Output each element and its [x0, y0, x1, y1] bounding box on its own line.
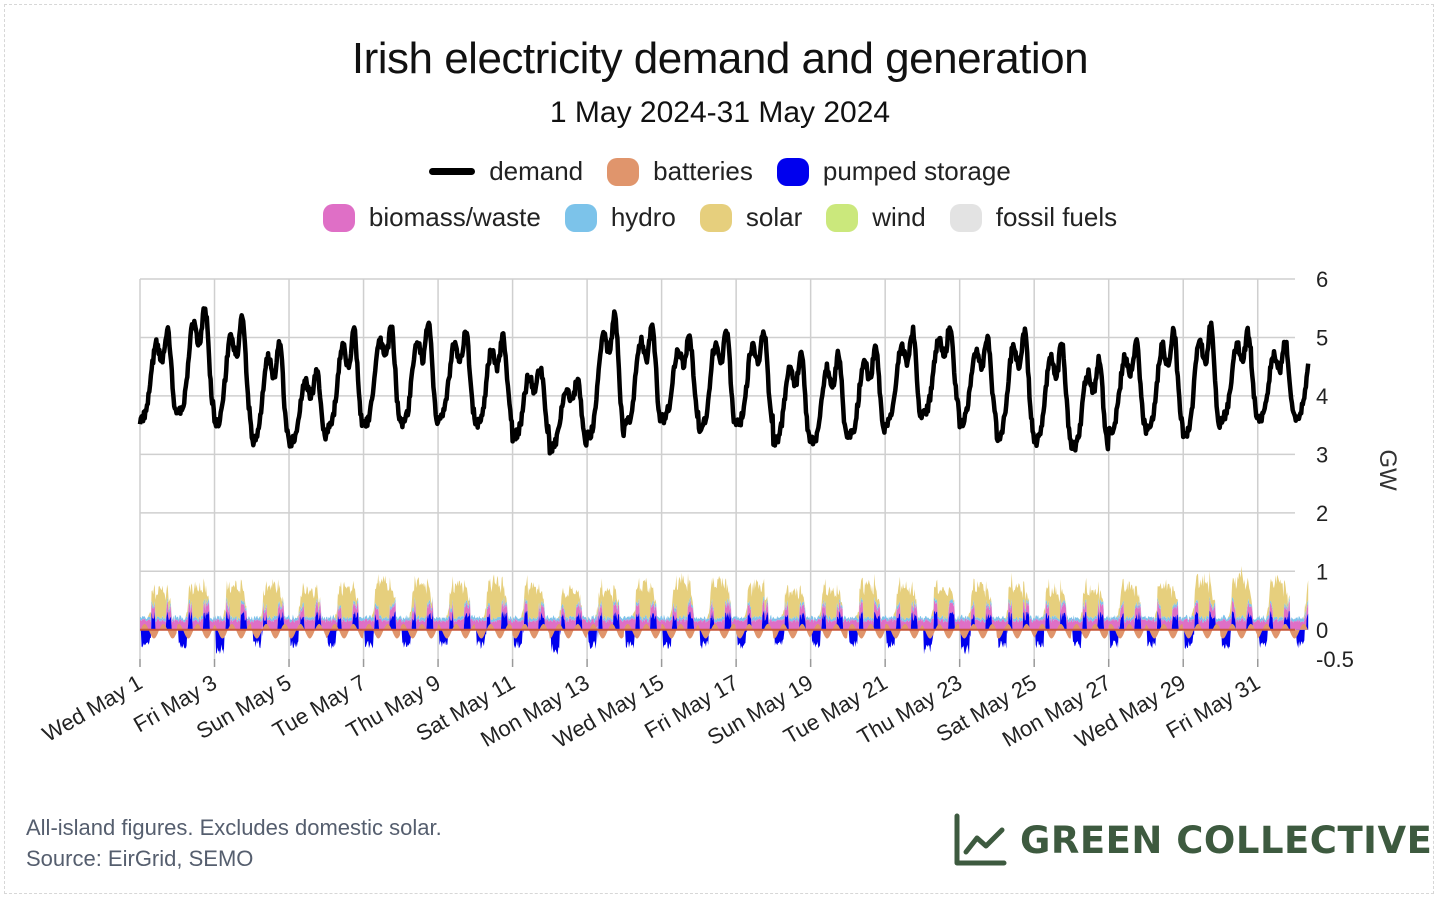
legend-label-demand: demand	[489, 156, 584, 186]
legend-swatch-hydro	[564, 203, 597, 232]
brand-name: GREEN COLLECTIVE	[1020, 818, 1433, 862]
area-biomass-waste	[140, 599, 1309, 630]
legend-label-hydro: hydro	[610, 202, 676, 232]
legend-row-2: biomass/waste hydro solar wind fossil fu…	[0, 202, 1440, 233]
y-tick-label: -0.5	[1316, 647, 1354, 672]
legend-swatch-pumped-storage	[776, 157, 809, 186]
stacked-areas	[140, 566, 1309, 655]
y-tick-label: 6	[1316, 267, 1328, 292]
area-hydro	[140, 595, 1309, 623]
legend-swatch-demand	[429, 168, 476, 175]
line-chart-icon	[954, 813, 1007, 866]
demand-line-group	[137, 306, 1311, 456]
legend-label-pumped-storage: pumped storage	[822, 156, 1011, 186]
legend-item-batteries[interactable]: batteries	[607, 156, 753, 187]
legend-label-solar: solar	[745, 202, 803, 232]
area-batteries	[140, 623, 1309, 639]
y-axis-label: GW	[1374, 449, 1401, 491]
x-tick-label: Wed May 1	[38, 670, 147, 747]
y-tick-label: 0	[1316, 618, 1328, 643]
legend-swatch-solar	[699, 203, 732, 232]
legend-item-wind[interactable]: wind	[826, 202, 926, 233]
legend-swatch-wind	[826, 203, 859, 232]
legend-item-solar[interactable]: solar	[699, 202, 803, 233]
legend-item-pumped-storage[interactable]: pumped storage	[776, 156, 1011, 187]
footnote-line-1: All-island figures. Excludes domestic so…	[26, 815, 442, 840]
legend-item-hydro[interactable]: hydro	[564, 202, 676, 233]
y-tick-label: 1	[1316, 559, 1328, 584]
legend-swatch-batteries	[607, 157, 640, 186]
legend-swatch-fossil	[949, 203, 982, 232]
legend-item-biomass[interactable]: biomass/waste	[322, 202, 541, 233]
legend-label-batteries: batteries	[653, 156, 753, 186]
legend-label-fossil: fossil fuels	[995, 202, 1118, 232]
legend-label-wind: wind	[872, 202, 926, 232]
legend-item-fossil[interactable]: fossil fuels	[949, 202, 1118, 233]
y-tick-label: 2	[1316, 501, 1328, 526]
line-demand	[137, 306, 1311, 456]
chart-frame	[4, 4, 1434, 894]
legend-row-1: demand batteries pumped storage	[0, 156, 1440, 187]
chart-subtitle: 1 May 2024-31 May 2024	[549, 96, 891, 129]
y-tick-label: 4	[1316, 384, 1328, 409]
area-solar	[140, 566, 1309, 621]
y-tick-label: 3	[1316, 442, 1328, 467]
legend-swatch-biomass	[322, 203, 355, 232]
legend-label-biomass: biomass/waste	[368, 202, 541, 232]
footnote-line-2: Source: EirGrid, SEMO	[26, 846, 254, 871]
chart-title: Irish electricity demand and generation	[351, 34, 1089, 83]
brand-logo[interactable]: GREEN COLLECTIVE	[952, 812, 1432, 868]
area-pumped-storage	[140, 610, 1309, 655]
legend-item-demand[interactable]: demand	[429, 156, 583, 187]
y-tick-label: 5	[1316, 325, 1328, 350]
